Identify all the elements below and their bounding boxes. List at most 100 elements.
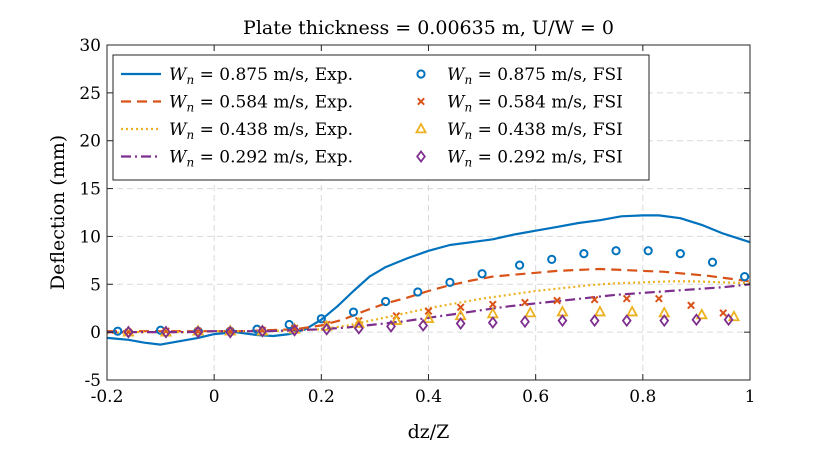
axes: -0.2 0 0.2 0.4 0.6 0.8 1 -5 0 5 10 15 20 25 30	[79, 36, 755, 407]
legend: Wn = 0.875 m/s, Exp. Wn = 0.584 m/s, Exp.…	[112, 54, 650, 181]
data-point	[422, 311, 435, 324]
data-point	[547, 254, 557, 264]
legend-marker	[414, 122, 428, 134]
legend-label: Wn = 0.584 m/s, Exp.	[169, 93, 353, 115]
data-point	[390, 313, 403, 325]
data-point	[456, 303, 465, 312]
data-point	[719, 309, 728, 317]
data-point	[321, 322, 332, 336]
data-point	[455, 317, 466, 331]
data-point	[740, 272, 750, 282]
y-tick-label: 0	[90, 323, 101, 343]
data-point	[622, 294, 631, 303]
data-point	[353, 321, 364, 335]
legend-entry-6: Wn = 0.438 m/s, FSI	[414, 120, 623, 142]
x-axis-label: dz/Z	[408, 421, 450, 443]
data-point	[687, 301, 695, 310]
series-line-0	[106, 214, 751, 346]
x-tick-label: -0.2	[91, 387, 124, 407]
data-point	[514, 260, 525, 270]
legend-entry-5: Wn = 0.584 m/s, FSI	[417, 93, 623, 115]
series-layer	[106, 214, 751, 346]
data-point	[348, 307, 359, 317]
legend-entry-2: Wn = 0.438 m/s, Exp.	[121, 120, 353, 142]
y-tick-label: 25	[79, 84, 101, 104]
data-point	[488, 300, 497, 309]
data-point	[413, 287, 423, 297]
data-point	[316, 314, 326, 324]
data-point	[655, 294, 663, 303]
x-tick-label: 0	[209, 387, 220, 407]
y-tick-label: 5	[90, 275, 101, 295]
legend-label: Wn = 0.584 m/s, FSI	[447, 93, 623, 115]
data-point	[520, 315, 530, 329]
y-tick-label: 20	[79, 132, 101, 152]
data-point	[290, 324, 299, 333]
chart-title: Plate thickness = 0.00635 m, U/W = 0	[243, 17, 614, 39]
legend-label: Wn = 0.875 m/s, Exp.	[169, 65, 353, 87]
legend-label: Wn = 0.875 m/s, FSI	[447, 65, 623, 87]
y-tick-label: 10	[79, 227, 101, 247]
data-point	[553, 296, 562, 305]
data-point	[695, 308, 708, 320]
series-0	[106, 214, 751, 346]
data-point	[659, 314, 670, 328]
data-point	[289, 323, 300, 337]
legend-label: Wn = 0.292 m/s, FSI	[447, 148, 623, 170]
legend-entry-7: Wn = 0.292 m/s, FSI	[416, 148, 623, 170]
data-point	[589, 314, 600, 328]
data-point	[381, 296, 391, 307]
legend-marker	[417, 97, 425, 106]
data-point	[707, 257, 718, 267]
data-point	[352, 316, 365, 328]
data-point	[621, 314, 632, 328]
data-point	[113, 326, 123, 336]
data-point	[675, 249, 685, 259]
legend-marker	[416, 69, 426, 79]
series-1	[107, 267, 751, 333]
series-line-1	[107, 267, 751, 333]
y-tick-label: 15	[79, 180, 101, 200]
x-tick-label: 0.8	[629, 387, 656, 407]
data-point	[386, 319, 396, 333]
legend-entry-3: Wn = 0.292 m/s, Exp.	[121, 148, 353, 170]
legend-entry-1: Wn = 0.584 m/s, Exp.	[121, 93, 353, 115]
data-point	[625, 305, 639, 317]
x-tick-label: 1	[745, 387, 756, 407]
data-point	[727, 309, 741, 322]
legend-box	[112, 54, 650, 181]
data-point	[284, 319, 294, 330]
legend-entry-0: Wn = 0.875 m/s, Exp.	[121, 65, 353, 87]
series-7	[123, 313, 734, 339]
data-point	[445, 277, 455, 287]
data-point	[723, 313, 734, 327]
legend-label: Wn = 0.438 m/s, Exp.	[169, 120, 353, 142]
data-point	[611, 246, 621, 256]
data-point	[257, 324, 268, 338]
data-point	[521, 298, 529, 307]
data-point	[643, 246, 653, 256]
data-point	[418, 318, 429, 332]
x-tick-label: 0.6	[522, 387, 549, 407]
y-tick-label: -5	[84, 371, 101, 391]
data-point	[487, 316, 498, 330]
legend-entry-4: Wn = 0.875 m/s, FSI	[416, 65, 623, 87]
data-point	[579, 249, 589, 259]
data-point	[225, 325, 236, 339]
legend-label: Wn = 0.438 m/s, FSI	[447, 120, 623, 142]
data-point	[557, 314, 568, 328]
data-point	[123, 325, 134, 339]
data-point	[193, 325, 204, 339]
data-point	[424, 307, 433, 315]
data-point	[691, 313, 702, 327]
data-point	[524, 306, 537, 318]
x-tick-label: 0.2	[308, 387, 335, 407]
y-tick-label: 30	[79, 36, 101, 56]
data-point	[590, 295, 599, 304]
data-point	[593, 305, 607, 317]
series-line-3	[107, 283, 751, 334]
data-point	[477, 269, 487, 279]
data-point	[320, 319, 333, 331]
x-tick-label: 0.4	[415, 387, 442, 407]
